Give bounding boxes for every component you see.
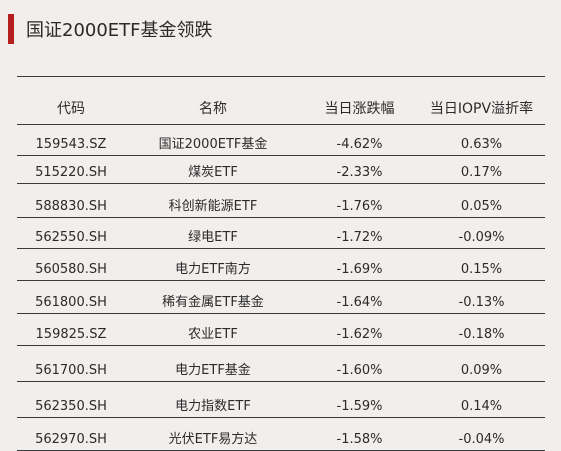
header-code: 代码: [57, 101, 85, 117]
cell-iopv: -0.09%: [458, 230, 505, 245]
table-row: 159543.SZ 国证2000ETF基金 -4.62% 0.63%: [17, 125, 545, 156]
cell-code: 562550.SH: [35, 230, 107, 245]
table-row: 561800.SH 稀有金属ETF基金 -1.64% -0.13%: [17, 281, 545, 314]
cell-name: 农业ETF: [188, 327, 238, 342]
cell-iopv: 0.14%: [460, 399, 503, 414]
cell-iopv: 0.17%: [460, 165, 503, 180]
page-title: 国证2000ETF基金领跌: [26, 20, 213, 41]
table-row: 515220.SH 煤炭ETF -2.33% 0.17%: [17, 156, 545, 184]
cell-iopv: -0.13%: [458, 295, 505, 310]
cell-change: -1.72%: [336, 230, 383, 245]
cell-name: 光伏ETF易方达: [168, 432, 258, 447]
cell-change: -4.62%: [336, 137, 383, 152]
cell-code: 588830.SH: [35, 199, 107, 214]
cell-code: 159825.SZ: [35, 327, 107, 342]
etf-table: 代码 名称 当日涨跌幅 当日IOPV溢折率 159543.SZ 国证2000ET…: [17, 76, 545, 451]
cell-iopv: 0.63%: [460, 137, 503, 152]
table-row: 588830.SH 科创新能源ETF -1.76% 0.05%: [17, 184, 545, 218]
cell-name: 稀有金属ETF基金: [162, 295, 264, 310]
title-bar: 国证2000ETF基金领跌: [8, 14, 213, 44]
cell-code: 159543.SZ: [35, 137, 107, 152]
header-name: 名称: [199, 101, 227, 117]
cell-name: 科创新能源ETF: [168, 199, 258, 214]
cell-iopv: -0.18%: [458, 327, 505, 342]
cell-code: 561800.SH: [35, 295, 107, 310]
cell-name: 绿电ETF: [188, 230, 238, 245]
title-accent-bar: [8, 14, 14, 44]
cell-name: 电力ETF基金: [175, 363, 251, 378]
cell-change: -1.58%: [336, 432, 383, 447]
table-row: 562970.SH 光伏ETF易方达 -1.58% -0.04%: [17, 418, 545, 451]
cell-name: 煤炭ETF: [188, 165, 238, 180]
cell-change: -1.69%: [336, 262, 383, 277]
cell-iopv: 0.05%: [460, 199, 503, 214]
cell-name: 电力指数ETF: [175, 399, 251, 414]
table-row: 159825.SZ 农业ETF -1.62% -0.18%: [17, 314, 545, 346]
table-row: 562550.SH 绿电ETF -1.72% -0.09%: [17, 218, 545, 249]
cell-code: 561700.SH: [35, 363, 107, 378]
cell-change: -2.33%: [336, 165, 383, 180]
table-row: 560580.SH 电力ETF南方 -1.69% 0.15%: [17, 249, 545, 281]
cell-change: -1.59%: [336, 399, 383, 414]
cell-change: -1.62%: [336, 327, 383, 342]
cell-change: -1.64%: [336, 295, 383, 310]
table-row: 561700.SH 电力ETF基金 -1.60% 0.09%: [17, 346, 545, 382]
header-change: 当日涨跌幅: [324, 101, 395, 117]
cell-iopv: 0.09%: [460, 363, 503, 378]
cell-code: 560580.SH: [35, 262, 107, 277]
cell-code: 562350.SH: [35, 399, 107, 414]
cell-iopv: -0.04%: [458, 432, 505, 447]
table-row: 562350.SH 电力指数ETF -1.59% 0.14%: [17, 382, 545, 418]
cell-name: 国证2000ETF基金: [158, 137, 268, 152]
cell-code: 515220.SH: [35, 165, 107, 180]
cell-name: 电力ETF南方: [175, 262, 251, 277]
cell-code: 562970.SH: [35, 432, 107, 447]
table-header-row: 代码 名称 当日涨跌幅 当日IOPV溢折率: [17, 76, 545, 125]
cell-change: -1.60%: [336, 363, 383, 378]
header-iopv: 当日IOPV溢折率: [429, 101, 534, 117]
cell-change: -1.76%: [336, 199, 383, 214]
cell-iopv: 0.15%: [460, 262, 503, 277]
